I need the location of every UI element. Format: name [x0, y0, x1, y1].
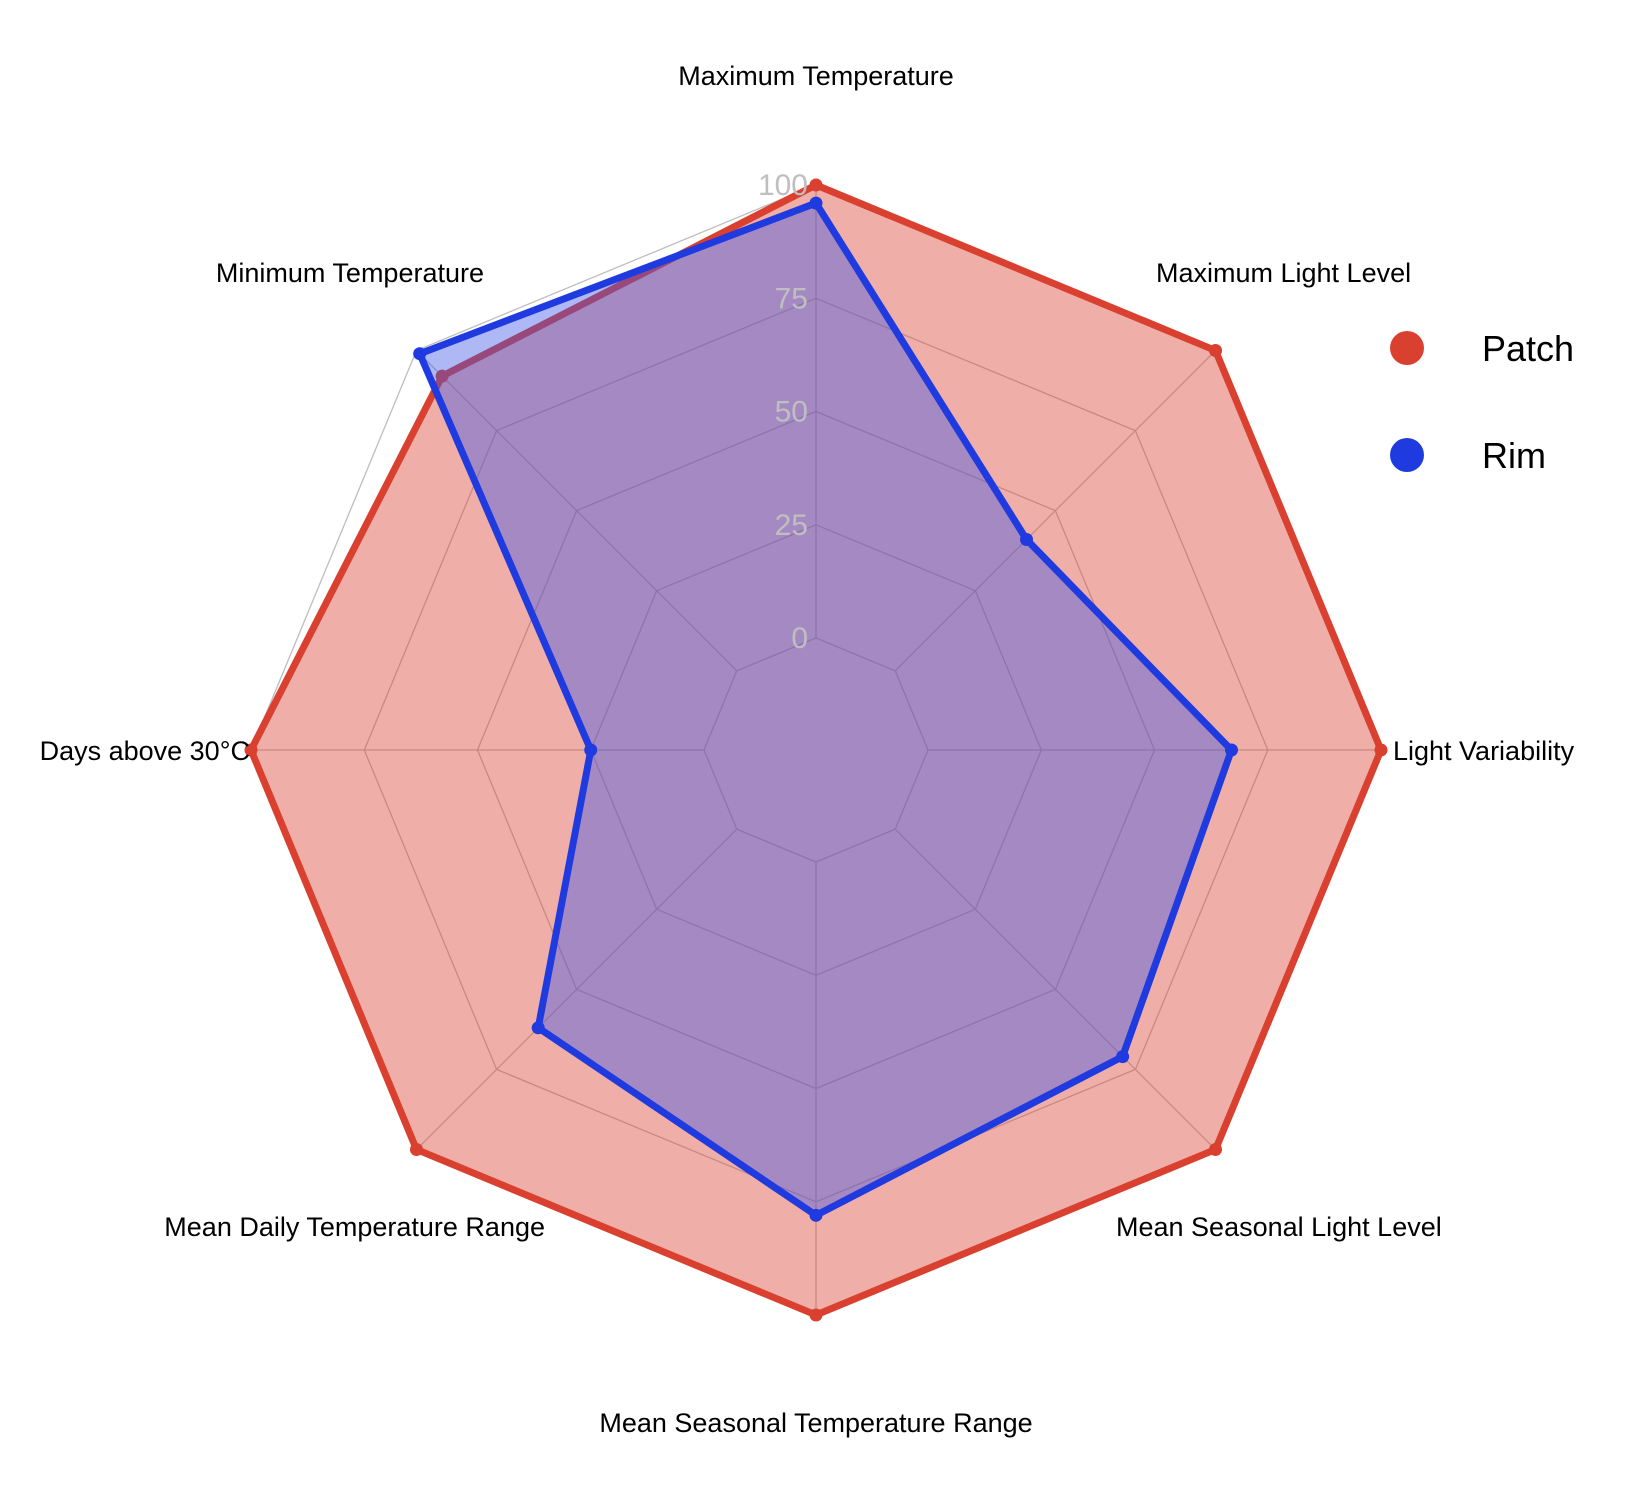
axis-label: Maximum Temperature	[678, 61, 954, 91]
data-point	[584, 743, 598, 757]
axis-label: Days above 30°C	[40, 736, 250, 766]
legend-label: Patch	[1482, 328, 1574, 369]
legend-marker	[1390, 331, 1424, 365]
legend: Patch Rim	[1390, 328, 1574, 476]
radial-ticks: 0 25 50 75 100	[758, 169, 808, 655]
data-point	[809, 1308, 823, 1322]
axis-label: Minimum Temperature	[216, 258, 484, 288]
series-patch	[244, 178, 1388, 1322]
data-point	[809, 196, 823, 210]
legend-item-rim: Rim	[1390, 435, 1546, 476]
tick-label: 100	[758, 169, 808, 202]
data-point	[1225, 743, 1239, 757]
data-point	[413, 347, 427, 361]
grid-spoke	[894, 350, 1216, 672]
data-point	[244, 743, 258, 757]
data-point	[1020, 532, 1034, 546]
axis-label: Light Variability	[1393, 736, 1575, 766]
data-point	[409, 1143, 423, 1157]
legend-label: Rim	[1482, 435, 1546, 476]
radar-series	[244, 178, 1388, 1322]
grid-spoke	[416, 350, 738, 672]
data-point	[1116, 1050, 1130, 1064]
tick-label: 0	[791, 622, 808, 655]
series-area	[419, 203, 1232, 1216]
grid-spoke	[894, 828, 1216, 1150]
data-point	[1374, 743, 1388, 757]
tick-label: 50	[775, 396, 808, 429]
axis-labels: Maximum Temperature Maximum Light Level Li…	[40, 61, 1575, 1438]
series-rim	[413, 196, 1239, 1222]
legend-marker	[1390, 438, 1424, 472]
tick-label: 25	[775, 509, 808, 542]
data-point	[531, 1021, 545, 1035]
data-point	[809, 178, 823, 192]
axis-label: Maximum Light Level	[1156, 258, 1411, 288]
axis-label: Mean Seasonal Temperature Range	[599, 1408, 1032, 1438]
data-point	[1209, 343, 1223, 357]
data-point	[435, 369, 449, 383]
tick-label: 75	[775, 282, 808, 315]
data-point	[1209, 1143, 1223, 1157]
data-point	[809, 1208, 823, 1222]
axis-label: Mean Seasonal Light Level	[1116, 1212, 1442, 1242]
grid-spoke	[416, 828, 738, 1150]
axis-label: Mean Daily Temperature Range	[164, 1212, 545, 1242]
legend-item-patch: Patch	[1390, 328, 1574, 369]
series-area	[251, 185, 1381, 1315]
